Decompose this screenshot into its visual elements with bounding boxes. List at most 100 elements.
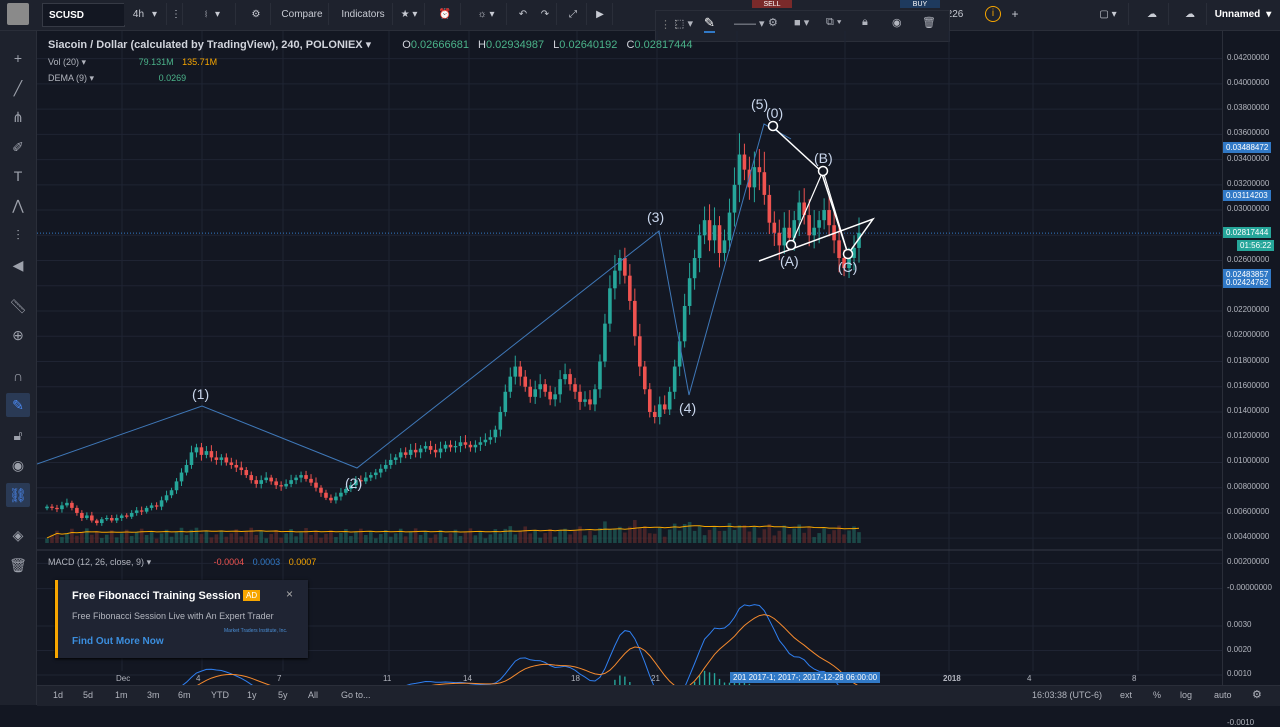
ad-popup[interactable]: Free Fibonacci Training Session AD × Fre… [55,580,308,658]
ext-toggle[interactable]: ext [1120,690,1133,700]
link-icon[interactable]: ⛓︎ [6,483,30,507]
candle-body [349,485,353,489]
candle-body [309,478,313,483]
volume-bar [239,536,244,543]
undo-icon[interactable]: ↶ [512,3,535,25]
candle-body [518,366,523,377]
cloud-save-icon[interactable]: ☁ [1136,3,1169,25]
candle-body [169,490,174,496]
candle-body [498,411,503,430]
macd-label[interactable]: MACD (12, 26, close, 9) [48,557,145,567]
crosshair-icon[interactable]: + [13,50,23,66]
percent-toggle[interactable]: % [1153,690,1162,700]
gear-icon[interactable]: ⚙ [768,17,778,29]
gear-icon[interactable]: ⚙ [1252,689,1262,701]
log-toggle[interactable]: log [1180,690,1193,700]
line-style-icon[interactable]: —— ▾ [734,18,765,30]
goto-button[interactable]: Go to... [341,690,371,700]
range-button-1d[interactable]: 1d [53,690,64,700]
macd-tick-label: 0.0010 [1227,669,1252,678]
trash-icon[interactable]: 🗑︎ [922,17,936,29]
volume-bar [463,532,468,543]
range-button-5y[interactable]: 5y [278,690,288,700]
fill-icon[interactable]: ■ ▾ [794,17,810,29]
indicators-button[interactable]: Indicators [334,3,393,25]
volume-bar [284,533,288,543]
lock-drawings-icon[interactable]: 🔓︎ [13,426,23,443]
price-axis[interactable]: 0.04200000 0.04000000 0.03800000 0.03600000… [1222,31,1280,727]
price-chart[interactable] [37,31,1222,685]
redo-icon[interactable]: ↷ [534,3,557,25]
avatar[interactable] [5,3,31,25]
ad-logo: Market Traders Institute, Inc. [224,628,288,634]
volume-ma-line [46,525,860,539]
stay-drawing-icon[interactable]: ✎ [6,393,30,417]
bulb-icon[interactable]: ☼ ▾ [466,3,507,25]
select-area-icon[interactable]: ⬚ ▾ [674,18,693,30]
interval-dropdown[interactable]: 4h ▾ [124,3,167,25]
alert-clock-icon[interactable]: ⏰ [430,3,461,25]
volume-bar [349,536,353,543]
trendline-icon[interactable]: ╱ [13,79,23,96]
candle-body [304,475,308,479]
volume-bar [677,530,682,543]
volume-bar [573,531,577,543]
dema-label[interactable]: DEMA (9) [48,73,88,83]
close-icon[interactable]: × [286,587,294,601]
candle-body [50,506,54,508]
back-arrow-icon[interactable]: ◀ [12,256,24,273]
prediction-icon[interactable]: ⫶ [16,226,20,243]
pitchfork-icon[interactable]: ⋔ [12,108,24,125]
symbol-search-input[interactable]: SCUSD [42,3,125,27]
favorites-star-icon[interactable]: ★ ▾ [394,3,425,25]
more-icon[interactable]: ⋮ [170,3,183,25]
volume-bar [249,527,254,543]
settings-gear-icon[interactable]: ⚙ [242,3,271,25]
range-button-1m[interactable]: 1m [115,690,128,700]
chart-style-button[interactable]: ⧙ ▾ [190,3,236,25]
layout-grid-icon[interactable]: ▢ ▾ [1088,3,1129,25]
candle-body [817,220,821,228]
eye-icon[interactable]: ◉ [892,17,902,29]
plus-icon[interactable]: + [1011,7,1019,21]
range-button-3m[interactable]: 3m [147,690,160,700]
play-replay-icon[interactable]: ▶ [588,3,613,25]
text-icon[interactable]: T [13,168,23,184]
fullscreen-icon[interactable]: ⤢ [560,3,587,25]
volume-label[interactable]: Vol (20) [48,57,80,67]
range-button-6m[interactable]: 6m [178,690,191,700]
candle-body [593,389,597,405]
range-button-all[interactable]: All [308,690,319,700]
brush-icon[interactable]: ✐ [12,138,24,155]
pattern-icon[interactable]: ⋀ [12,196,24,213]
clone-icon[interactable]: ⧉ ▾ [826,16,842,28]
range-button-ytd[interactable]: YTD [211,690,229,700]
layers-icon[interactable]: ◈ [12,526,24,543]
eye-icon[interactable]: ◉ [11,456,25,473]
cloud-load-icon[interactable]: ☁ [1174,3,1207,25]
auto-toggle[interactable]: auto [1214,690,1232,700]
ad-cta-link[interactable]: Find Out More Now [72,636,164,647]
candle-body [458,442,463,447]
trash-icon[interactable]: 🗑︎ [9,556,27,573]
ruler-icon[interactable]: 📏︎ [9,297,27,314]
line-color-icon[interactable]: ✎ [704,15,715,33]
ohlc-low: L0.02640192 [553,39,617,51]
chevron-down-icon: ▾ [152,8,158,20]
range-button-1y[interactable]: 1y [247,690,257,700]
drag-handle-icon[interactable]: ⋮⋮ [660,19,682,31]
compare-button[interactable]: Compare [276,3,329,25]
wave-label-wb: (B) [814,150,833,166]
zoom-icon[interactable]: ⊕ [12,326,24,343]
lock-icon[interactable]: 🔒︎ [862,16,868,28]
info-icon[interactable]: i [982,3,1004,25]
sell-button[interactable]: SELL [752,0,792,8]
candle-body [144,507,149,512]
range-button-5d[interactable]: 5d [83,690,94,700]
layout-name-dropdown[interactable]: Unnamed ▾ [1212,3,1274,25]
volume-bar [359,528,363,543]
symbol-title[interactable]: Siacoin / Dollar (calculated by TradingV… [48,39,363,51]
buy-button[interactable]: BUY [900,0,940,8]
volume-bar [558,530,562,543]
magnet-icon[interactable]: ∩ [12,368,24,384]
